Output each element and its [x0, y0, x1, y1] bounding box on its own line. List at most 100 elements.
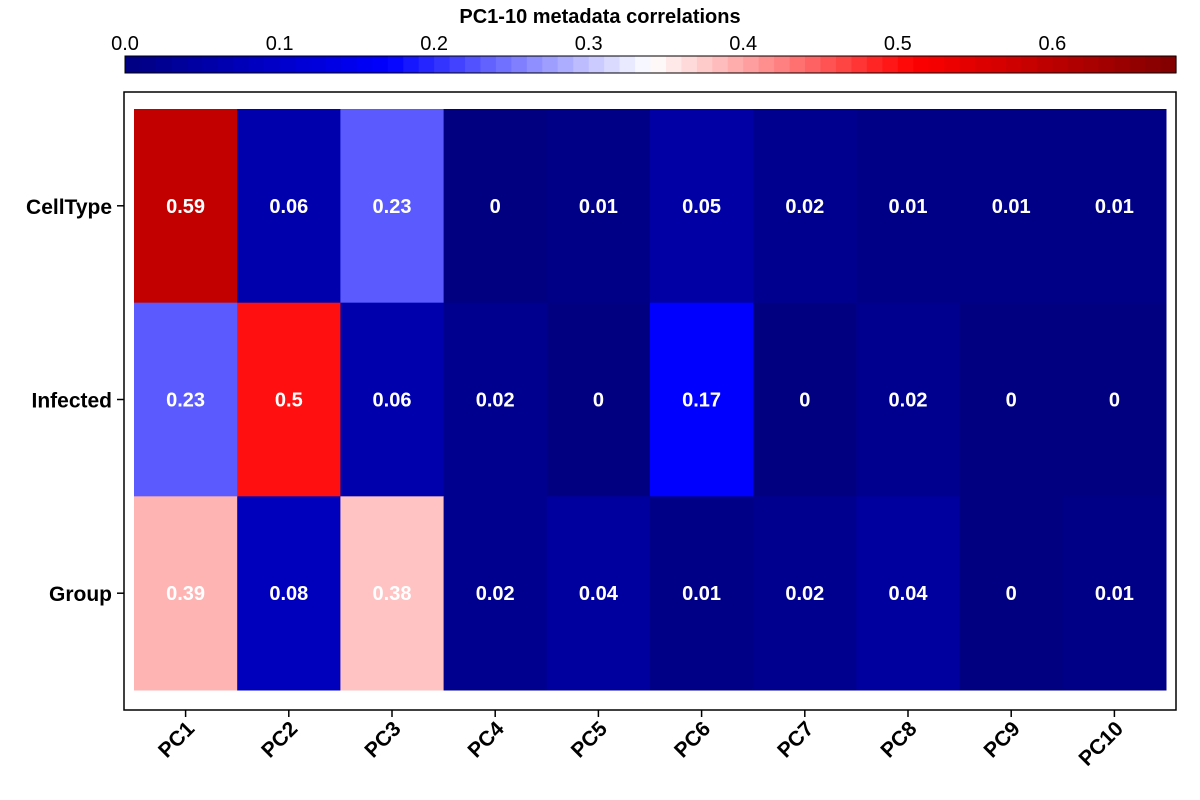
- colorbar-segment: [789, 56, 806, 73]
- colorbar-segment: [202, 56, 219, 73]
- column-label: PC6: [670, 717, 715, 762]
- heatmap-cell: [237, 496, 341, 691]
- cell-value-label: 0: [490, 196, 501, 218]
- cell-value-label: 0.01: [889, 196, 928, 218]
- cell-value-label: 0.01: [579, 196, 618, 218]
- cell-value-label: 0.01: [1095, 196, 1134, 218]
- cell-value-label: 0.38: [373, 583, 412, 605]
- colorbar-segment: [1129, 56, 1146, 73]
- cell-value-label: 0.59: [166, 196, 205, 218]
- cell-value-label: 0.23: [373, 196, 412, 218]
- colorbar-segment: [387, 56, 404, 73]
- colorbar-segment: [542, 56, 559, 73]
- heatmap-cell: [134, 496, 238, 691]
- colorbar-segment: [975, 56, 992, 73]
- colorbar-segment: [882, 56, 899, 73]
- heatmap-cell: [340, 109, 445, 304]
- heatmap-cell: [856, 496, 961, 691]
- colorbar-segment: [155, 56, 172, 73]
- heatmap-cell: [340, 302, 445, 497]
- colorbar-segment: [140, 56, 157, 73]
- heatmap-cell: [650, 496, 754, 691]
- heatmap-cell: [1062, 302, 1167, 497]
- cell-value-label: 0.05: [682, 196, 721, 218]
- colorbar-segment: [604, 56, 621, 73]
- colorbar-segment: [125, 56, 142, 73]
- heatmap-cell: [959, 496, 1064, 691]
- heatmap-cell: [340, 496, 445, 691]
- colorbar-segment: [1036, 56, 1053, 73]
- cell-value-label: 0.01: [682, 583, 721, 605]
- colorbar-segment: [696, 56, 713, 73]
- heatmap-cell: [959, 302, 1064, 497]
- heatmap-cell: [1062, 496, 1167, 691]
- column-label: PC3: [360, 717, 405, 762]
- heatmap-cell: [443, 496, 548, 691]
- colorbar-segment: [295, 56, 312, 73]
- cell-value-label: 0.04: [889, 583, 929, 605]
- heatmap-cell: [237, 302, 341, 497]
- colorbar-segment: [835, 56, 853, 73]
- cell-value-label: 0.23: [166, 390, 205, 412]
- colorbar-segment: [403, 56, 420, 73]
- column-labels: PC1 PC2 PC3 PC4 PC5 PC6 PC7 PC8 PC9 PC10: [154, 710, 1128, 771]
- colorbar-tick-label: 0.5: [884, 33, 912, 55]
- colorbar-segment: [1145, 56, 1162, 73]
- colorbar-tick-label: 0.3: [575, 33, 603, 55]
- colorbar-segment: [495, 56, 512, 73]
- colorbar-segment: [1067, 56, 1084, 73]
- colorbar-tick-label: 0.6: [1038, 33, 1066, 55]
- heatmap-cell: [856, 109, 961, 304]
- colorbar-segment: [866, 56, 883, 73]
- colorbar-segment: [465, 56, 482, 73]
- colorbar-segment: [897, 56, 914, 73]
- cell-value-label: 0.17: [682, 390, 721, 412]
- heatmap-cell: [134, 109, 238, 304]
- colorbar-segment: [1005, 56, 1023, 73]
- heatmap-cells: 0.59 0.06 0.23 0 0.01 0.05 0.02 0.01 0.01 0.01 0.2…: [134, 109, 1167, 691]
- cell-value-label: 0: [1109, 390, 1120, 412]
- colorbar-tick-label: 0.0: [111, 33, 139, 55]
- colorbar-segment: [1083, 56, 1100, 73]
- row-label: CellType: [26, 196, 112, 219]
- colorbar-segment: [279, 56, 296, 73]
- colorbar-segment: [944, 56, 961, 73]
- row-label: Infected: [31, 390, 112, 413]
- row-label: Group: [49, 583, 112, 606]
- cell-value-label: 0.02: [889, 390, 928, 412]
- colorbar-segment: [171, 56, 188, 73]
- cell-value-label: 0: [1006, 583, 1017, 605]
- colorbar-segment: [681, 56, 698, 73]
- heatmap-cell: [546, 109, 651, 304]
- heatmap-cell: [753, 302, 857, 497]
- cell-value-label: 0.02: [785, 583, 824, 605]
- cell-value-label: 0.06: [269, 196, 308, 218]
- cell-value-label: 0.5: [275, 390, 303, 412]
- cell-value-label: 0.08: [269, 583, 308, 605]
- colorbar-segment: [217, 56, 234, 73]
- heatmap-cell: [650, 109, 754, 304]
- colorbar-segment: [310, 56, 327, 73]
- cell-value-label: 0.02: [476, 390, 515, 412]
- colorbar-segment: [743, 56, 760, 73]
- column-label: PC9: [980, 717, 1025, 762]
- colorbar-segment: [913, 56, 930, 73]
- colorbar-segment: [959, 56, 976, 73]
- colorbar-segment: [665, 56, 683, 73]
- colorbar-segment: [480, 56, 497, 73]
- colorbar-segment: [356, 56, 373, 73]
- colorbar-segment: [990, 56, 1007, 73]
- heatmap-cell: [134, 302, 238, 497]
- column-label: PC8: [876, 717, 921, 762]
- colorbar-tick-label: 0.2: [420, 33, 448, 55]
- colorbar-segment: [449, 56, 466, 73]
- heatmap-cell: [443, 302, 548, 497]
- colorbar-segment: [1052, 56, 1069, 73]
- cell-value-label: 0: [1006, 390, 1017, 412]
- cell-value-label: 0.04: [579, 583, 619, 605]
- colorbar-segment: [1098, 56, 1115, 73]
- heatmap-cell: [650, 302, 754, 497]
- heatmap-cell: [856, 302, 961, 497]
- colorbar-segment: [851, 56, 868, 73]
